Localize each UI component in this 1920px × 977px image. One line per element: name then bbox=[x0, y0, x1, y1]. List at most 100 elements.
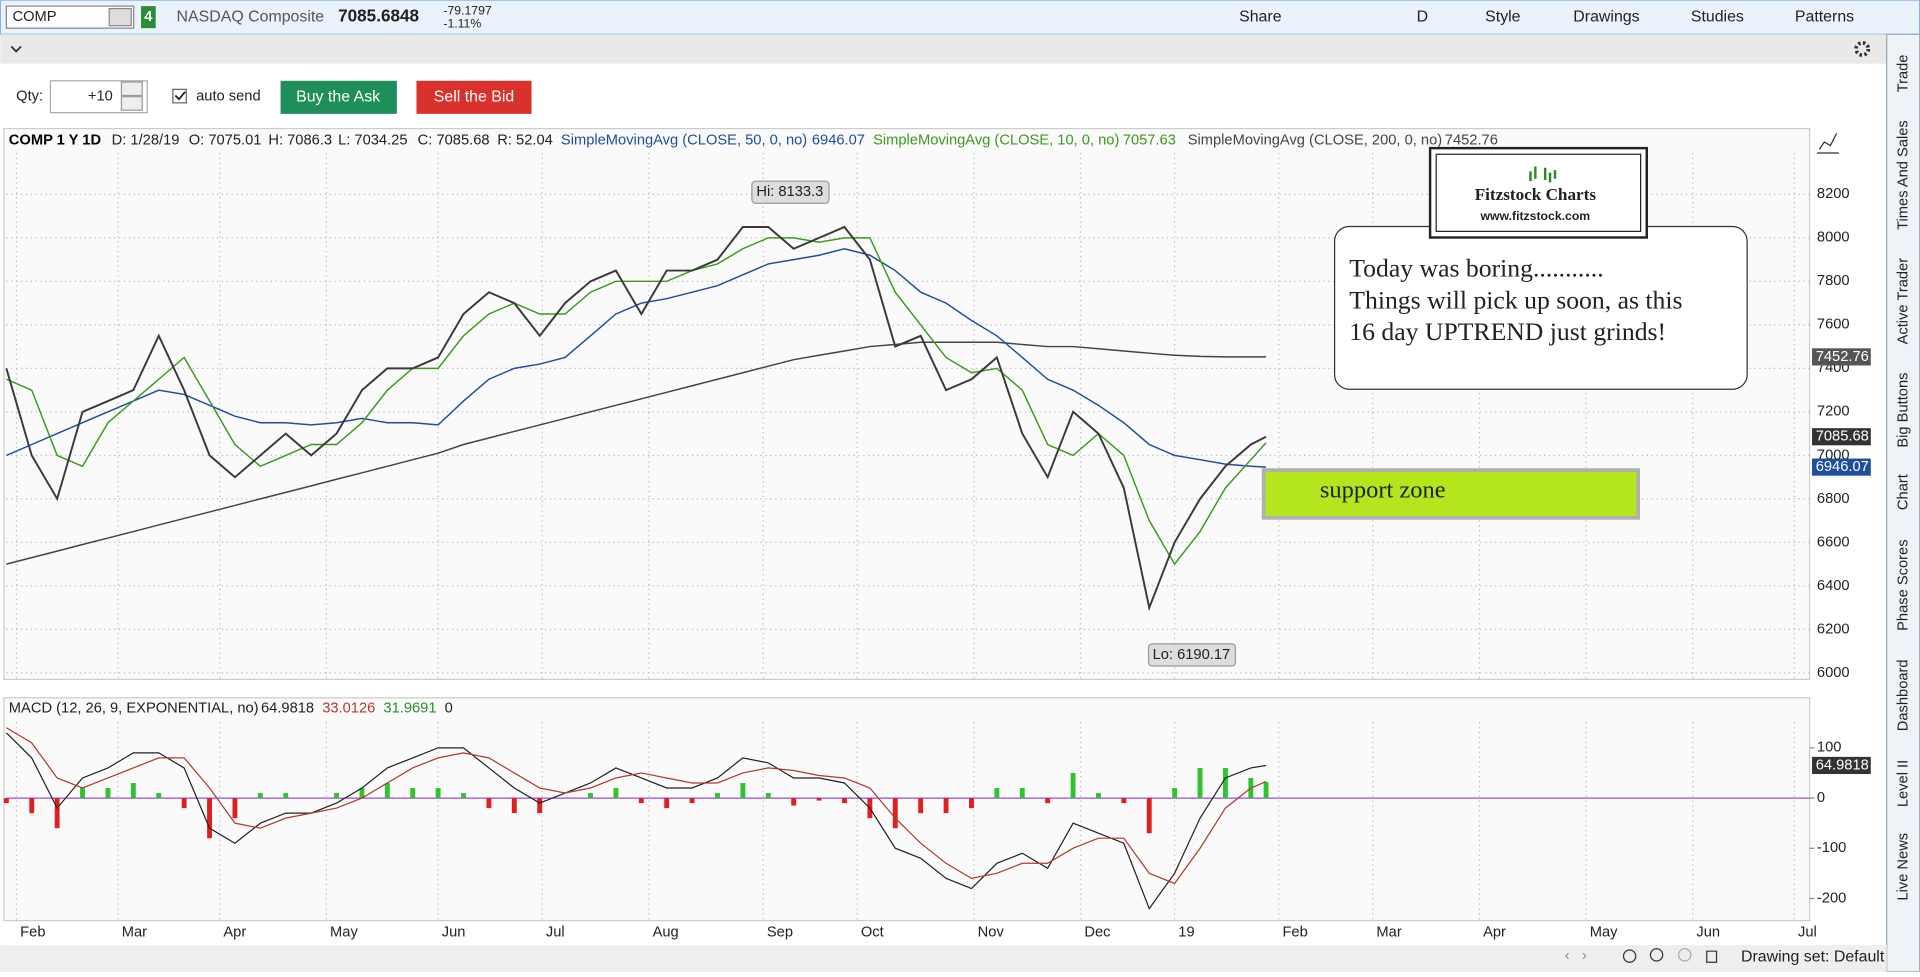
histogram-bar bbox=[334, 793, 339, 799]
x-tick-label: Feb bbox=[1282, 925, 1307, 941]
price-box-label: 64.9818 bbox=[1816, 757, 1869, 773]
net-change: -79.1797 bbox=[443, 3, 491, 17]
toolbar-button[interactable]: Drawings bbox=[1573, 8, 1639, 25]
symbol[interactable]: COMP bbox=[12, 9, 56, 25]
toolbar-button[interactable]: D bbox=[1417, 8, 1429, 25]
support-zone bbox=[1261, 468, 1641, 520]
legend-item: 7057.63 bbox=[1123, 133, 1176, 149]
buy-label[interactable]: Buy the Ask bbox=[296, 89, 380, 106]
x-tick-label: May bbox=[330, 925, 358, 941]
histogram-bar bbox=[181, 798, 187, 809]
histogram-bar bbox=[1121, 798, 1127, 804]
note-line: 16 day UPTREND just grinds! bbox=[1349, 317, 1666, 346]
y-tick-label: 7600 bbox=[1817, 317, 1850, 333]
price-box-label: 6946.07 bbox=[1816, 459, 1869, 475]
pct-change: -1.11% bbox=[443, 17, 481, 31]
legend-item: C: 7085.68 bbox=[418, 133, 490, 149]
qty-down[interactable] bbox=[120, 96, 143, 111]
hi-box bbox=[751, 180, 830, 204]
auto-send-label: auto send bbox=[196, 89, 261, 105]
side-tab[interactable]: Active Trader bbox=[1896, 258, 1912, 345]
side-tab[interactable]: Trade bbox=[1896, 55, 1912, 93]
histogram-bar bbox=[994, 788, 1000, 799]
toolbar-button[interactable]: Studies bbox=[1691, 8, 1744, 25]
sell-label[interactable]: Sell the Bid bbox=[434, 89, 514, 106]
toolbar-button[interactable]: Share bbox=[1239, 8, 1282, 25]
logo-icon bbox=[1529, 166, 1557, 183]
toolbar-buttons: Share D Style Drawings Studies Patterns bbox=[1239, 8, 1854, 25]
buy-button[interactable] bbox=[280, 80, 397, 114]
y-tick-label: 8200 bbox=[1817, 186, 1850, 202]
price-box bbox=[1812, 428, 1871, 446]
side-tab[interactable]: Live News bbox=[1896, 833, 1912, 901]
x-tick-label: Mar bbox=[1376, 925, 1401, 941]
qty-up[interactable] bbox=[120, 81, 143, 97]
histogram-bar bbox=[1045, 798, 1051, 804]
histogram-bar bbox=[54, 798, 60, 829]
drawing-set[interactable]: Drawing set: Default bbox=[1741, 949, 1885, 966]
histogram-bar bbox=[1197, 767, 1203, 799]
histogram-bar bbox=[689, 798, 695, 804]
legend-item: 0 bbox=[445, 701, 453, 717]
qty-value[interactable]: +10 bbox=[88, 89, 113, 105]
x-tick-label: May bbox=[1590, 925, 1618, 941]
x-tick-label: Jul bbox=[546, 925, 565, 941]
collapse-icon[interactable] bbox=[10, 45, 22, 53]
y-tick-label: -100 bbox=[1817, 840, 1846, 856]
histogram-bar bbox=[715, 793, 720, 799]
hi-label: Hi: 8133.3 bbox=[756, 184, 823, 200]
side-tab[interactable]: Level II bbox=[1896, 760, 1912, 807]
lo-box bbox=[1147, 643, 1237, 667]
legend-item: R: 52.04 bbox=[497, 133, 553, 149]
side-tab[interactable]: Times And Sales bbox=[1896, 120, 1912, 230]
scroll-left[interactable]: ‹ bbox=[1565, 948, 1570, 964]
histogram-bar bbox=[1172, 788, 1178, 799]
settings-icon[interactable] bbox=[1854, 41, 1871, 57]
y-tick-label: -200 bbox=[1817, 890, 1846, 906]
zoom-in-icon[interactable] bbox=[1649, 948, 1664, 962]
price-box-label: 7452.76 bbox=[1816, 349, 1869, 365]
y-tick-label: 7200 bbox=[1817, 404, 1850, 420]
histogram-bar bbox=[1263, 782, 1269, 799]
side-tab[interactable]: Chart bbox=[1896, 474, 1912, 510]
legend-item: SimpleMovingAvg (CLOSE, 50, 0, no) bbox=[561, 133, 807, 149]
histogram-bar bbox=[359, 788, 365, 799]
legend-item: 6946.07 bbox=[812, 133, 865, 149]
histogram-bar bbox=[842, 798, 847, 804]
histogram-bar bbox=[1070, 772, 1076, 799]
x-tick-label: Feb bbox=[20, 925, 45, 941]
style-icon[interactable] bbox=[1816, 133, 1839, 154]
auto-send-checkbox[interactable] bbox=[172, 88, 187, 104]
price-box-label: 7085.68 bbox=[1816, 429, 1869, 445]
footer bbox=[0, 945, 1887, 972]
toolbar-button[interactable]: Style bbox=[1485, 8, 1521, 25]
note-line: Today was boring........... bbox=[1349, 253, 1603, 282]
badge: 4 bbox=[144, 9, 153, 25]
side-tab[interactable]: Big Buttons bbox=[1896, 373, 1912, 448]
x-tick-label: Sep bbox=[767, 925, 793, 941]
symbol-name: NASDAQ Composite bbox=[177, 8, 325, 25]
symbol-box[interactable] bbox=[5, 5, 135, 29]
histogram-bar bbox=[740, 783, 746, 799]
logo-inner bbox=[1435, 153, 1642, 232]
histogram-bar bbox=[664, 798, 670, 809]
pan-icon[interactable] bbox=[1706, 950, 1718, 963]
last-price: 7085.6848 bbox=[338, 6, 419, 26]
crosshair-icon[interactable] bbox=[1622, 949, 1637, 963]
check-mark bbox=[174, 91, 186, 101]
toolbar-button[interactable]: Patterns bbox=[1795, 8, 1854, 25]
side-tab[interactable]: Phase Scores bbox=[1896, 539, 1912, 630]
histogram-bar bbox=[207, 798, 212, 839]
side-tab[interactable]: Dashboard bbox=[1896, 659, 1912, 731]
y-tick-label: 7800 bbox=[1817, 273, 1850, 289]
support-label: support zone bbox=[1320, 477, 1446, 504]
zoom-out-icon[interactable] bbox=[1677, 948, 1692, 962]
y-tick-label: 100 bbox=[1817, 740, 1842, 756]
sell-button[interactable] bbox=[416, 80, 532, 114]
y-tick-label: 6800 bbox=[1817, 491, 1850, 507]
histogram-bar bbox=[588, 793, 593, 799]
symbol-dropdown[interactable] bbox=[108, 7, 132, 27]
scroll-right[interactable]: › bbox=[1582, 948, 1587, 964]
histogram-bar bbox=[537, 798, 543, 814]
